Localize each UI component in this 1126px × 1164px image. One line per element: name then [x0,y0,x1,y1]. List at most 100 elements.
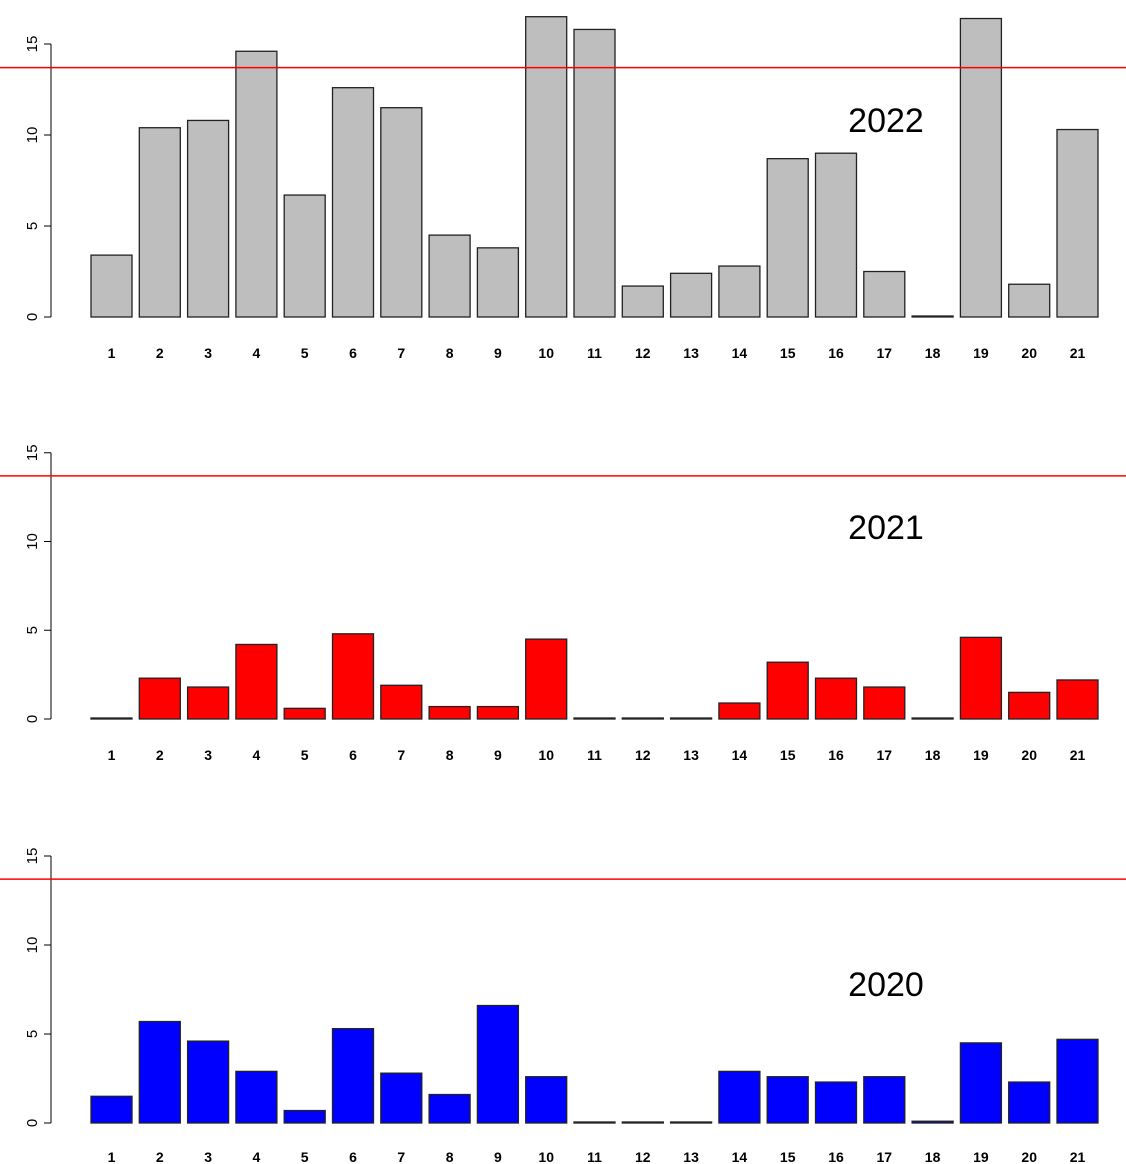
bar [90,1095,133,1124]
x-category-label: 3 [204,345,212,361]
x-category-label: 14 [732,345,748,361]
bar [235,50,278,318]
x-category-label: 13 [683,747,699,763]
bar [186,686,230,720]
x-category-label: 17 [877,747,893,763]
bar [718,265,761,318]
bar [283,1109,326,1124]
x-category-label: 20 [1021,345,1037,361]
x-category-label: 19 [973,1149,989,1164]
bar [621,285,664,318]
bar [766,661,809,720]
bar [669,717,713,720]
x-category-label: 7 [397,1149,405,1164]
x-category-label: 21 [1070,345,1086,361]
bar [476,1004,520,1124]
x-category-label: 10 [538,345,554,361]
x-category-label: 6 [349,345,357,361]
x-category-label: 3 [204,1149,212,1164]
bar [959,1042,1003,1124]
bar [331,87,375,318]
x-category-label: 3 [204,747,212,763]
bar [331,633,375,720]
bar [669,272,713,318]
bar [1008,283,1051,318]
x-category-label: 4 [253,1149,261,1164]
bar [573,1121,616,1124]
x-category-label: 14 [732,747,748,763]
x-category-label: 16 [828,345,844,361]
bar [814,1081,858,1124]
x-category-label: 13 [683,1149,699,1164]
bar [573,28,616,318]
x-category-label: 9 [494,1149,502,1164]
x-category-label: 8 [446,747,454,763]
y-tick-label: 15 [24,444,41,461]
bar [911,315,954,318]
bar [621,717,664,720]
x-category-label: 19 [973,345,989,361]
x-category-label: 10 [538,747,554,763]
x-category-label: 2 [156,747,164,763]
x-category-label: 11 [587,345,602,361]
bar [718,1070,761,1124]
bar [814,677,858,720]
x-category-label: 7 [397,345,405,361]
x-category-label: 7 [397,747,405,763]
x-category-label: 16 [828,1149,844,1164]
y-tick-label: 0 [24,715,41,723]
bar [1008,1081,1051,1124]
bar [90,717,133,720]
bar [863,1076,906,1124]
y-tick-label: 5 [24,222,41,230]
x-category-label: 14 [732,1149,748,1164]
bar [331,1028,375,1124]
bar [766,1076,809,1124]
x-category-label: 5 [301,1149,309,1164]
bar [186,1040,230,1124]
y-tick-label: 15 [24,36,41,53]
x-category-label: 15 [780,747,796,763]
bar [959,17,1003,318]
y-tick-label: 0 [24,313,41,321]
x-category-label: 20 [1021,747,1037,763]
x-category-label: 21 [1070,747,1086,763]
x-category-label: 8 [446,1149,454,1164]
bar [573,717,616,720]
x-category-label: 12 [635,1149,651,1164]
bar [525,638,568,720]
x-category-label: 2 [156,1149,164,1164]
x-category-label: 11 [587,747,602,763]
bar [814,152,858,318]
x-category-label: 12 [635,345,651,361]
x-category-label: 18 [925,1149,941,1164]
bar [428,234,471,318]
bar [863,270,906,318]
y-tick-label: 10 [24,127,41,144]
x-category-label: 18 [925,747,941,763]
x-category-label: 21 [1070,1149,1086,1164]
bar [235,643,278,720]
x-category-label: 2 [156,345,164,361]
bar [863,686,906,720]
bar [669,1121,713,1124]
x-category-label: 5 [301,747,309,763]
bar [718,702,761,720]
bar [283,194,326,318]
bar [380,684,423,720]
bar [525,16,568,318]
bar [90,254,133,318]
x-category-label: 17 [877,1149,893,1164]
year-label: 2020 [848,966,924,1004]
x-category-label: 1 [108,747,116,763]
bar [959,636,1003,720]
y-tick-label: 5 [24,626,41,634]
bar [766,158,809,318]
x-category-label: 9 [494,747,502,763]
x-category-label: 16 [828,747,844,763]
bar [283,707,326,720]
